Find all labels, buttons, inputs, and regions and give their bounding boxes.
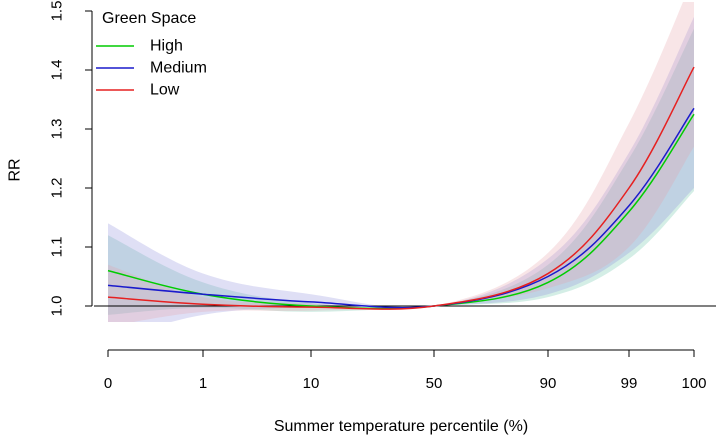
series-lines (107, 66, 695, 310)
x-tick-label: 50 (426, 375, 443, 392)
x-axis: 0 1 10 50 90 99 100 (104, 349, 707, 392)
y-axis: 1.0 1.1 1.2 1.3 1.4 1.5 (49, 1, 93, 317)
y-tick-label: 1.0 (49, 296, 66, 317)
series-line-low (107, 66, 695, 310)
legend-label-low: Low (150, 82, 180, 99)
legend-title: Green Space (102, 10, 196, 27)
y-tick-label: 1.3 (49, 119, 66, 140)
confidence-bands (108, 2, 694, 322)
confidence-band-low (108, 2, 694, 322)
y-tick-label: 1.4 (49, 60, 66, 81)
x-axis-label: Summer temperature percentile (%) (274, 418, 528, 435)
y-axis-label: RR (7, 158, 24, 181)
y-tick-label: 1.1 (49, 237, 66, 258)
legend: Green Space High Medium Low (96, 10, 207, 99)
legend-label-medium: Medium (150, 60, 207, 77)
y-tick-label: 1.2 (49, 178, 66, 199)
x-tick-label: 1 (199, 375, 207, 392)
x-tick-label: 100 (681, 375, 706, 392)
legend-label-high: High (150, 38, 183, 55)
y-tick-label: 1.5 (49, 1, 66, 22)
x-tick-label: 10 (303, 375, 320, 392)
x-tick-label: 99 (621, 375, 638, 392)
x-tick-label: 90 (540, 375, 557, 392)
x-tick-label: 0 (104, 375, 112, 392)
